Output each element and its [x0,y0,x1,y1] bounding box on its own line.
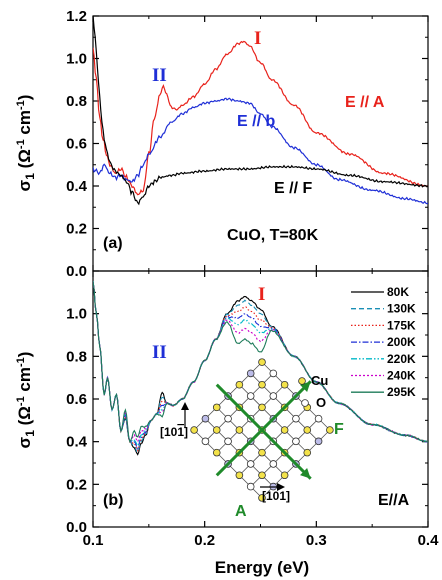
o-atom [247,393,254,400]
y-tick-label: 0.4 [66,178,88,195]
series-label-e-b: E // b [237,113,275,130]
polarization-label-b: E//A [378,492,410,509]
peak-ii-label-b: II [152,342,167,363]
legend-label-200k: 200K [387,335,416,349]
peak-ii-label-a: II [152,65,167,86]
y-tick-label: 0.2 [66,476,87,493]
o-atom [225,415,232,422]
axis-f-label: F [334,421,344,438]
cu-atom [326,427,333,434]
series-label-e-a: E // A [345,94,385,111]
y-tick-label: 0.6 [66,136,87,153]
o-atom [270,461,277,468]
chart-title-a: CuO, T=80K [227,227,319,244]
direction-arrowhead-10-1 [181,402,189,410]
o-atom [270,393,277,400]
cu-atom [236,381,243,388]
x-tick-label: 0.1 [83,532,104,549]
series-label-e-f: E // F [274,180,312,197]
x-tick-label: 0.4 [418,532,440,549]
y-axis-label-b: σ1 (Ω-1 cm-1) [15,352,37,449]
direction-label-101: [101] [262,489,290,503]
cu-atom [259,449,266,456]
panel-label-b: (b) [103,492,123,509]
y-tick-label: 0.4 [66,434,88,451]
cu-legend-atom [299,378,306,385]
panel-label-a: (a) [103,235,123,252]
legend-label-130k: 130K [387,302,416,316]
cu-atom [259,472,266,479]
y-tick-label: 0.6 [66,391,87,408]
legend-label-295k: 295K [387,385,416,399]
o-atom [202,438,209,445]
direction-label-10-1: [101] [160,425,188,439]
y-tick-label: 0.8 [66,93,87,110]
o-atom [315,415,322,422]
cu-atom [304,427,311,434]
o-atom [202,415,209,422]
y-tick-label: 1.0 [66,51,87,68]
legend-label-80k: 80K [387,285,409,299]
y-tick-label: 0.8 [66,348,87,365]
cu-atom [259,359,266,366]
y-tick-label: 0.0 [66,263,87,280]
legend-label-220k: 220K [387,352,416,366]
o-atom [225,438,232,445]
y-tick-label: 1.2 [66,8,87,25]
cu-atom [236,427,243,434]
legend: 80K 130K 175K 200K 220K 240K 295K [351,285,416,399]
cu-atom [259,404,266,411]
y-tick-label: 0.2 [66,221,87,238]
y-axis-label-a: σ1 (Ω-1 cm-1) [15,95,37,192]
peak-i-label-a: I [254,28,261,49]
cu-atom [213,427,220,434]
o-legend-atom [302,400,309,407]
axis-a-label: A [235,503,247,520]
o-atom [247,370,254,377]
y-tick-label: 1.0 [66,306,87,323]
o-atom [247,461,254,468]
o-atom [315,438,322,445]
x-tick-label: 0.2 [194,532,215,549]
x-tick-label: 0.3 [306,532,327,549]
cu-atom [236,472,243,479]
x-axis-label: Energy (eV) [215,558,309,577]
cu-label: Cu [311,373,328,388]
cu-atom [281,427,288,434]
o-atom [247,483,254,490]
cu-atom [259,381,266,388]
o-atom [293,415,300,422]
cu-atom [191,427,198,434]
cu-atom [213,404,220,411]
crystal-inset: Cu OF A [101] [101] [160,359,344,520]
cu-atom [281,472,288,479]
peak-i-label-b: I [258,284,265,305]
cu-atom [213,449,220,456]
o-atom [270,370,277,377]
o-atom [293,438,300,445]
cu-atom [281,381,288,388]
o-label: O [316,395,326,410]
legend-label-240k: 240K [387,369,416,383]
legend-label-175k: 175K [387,318,416,332]
cu-atom [304,449,311,456]
